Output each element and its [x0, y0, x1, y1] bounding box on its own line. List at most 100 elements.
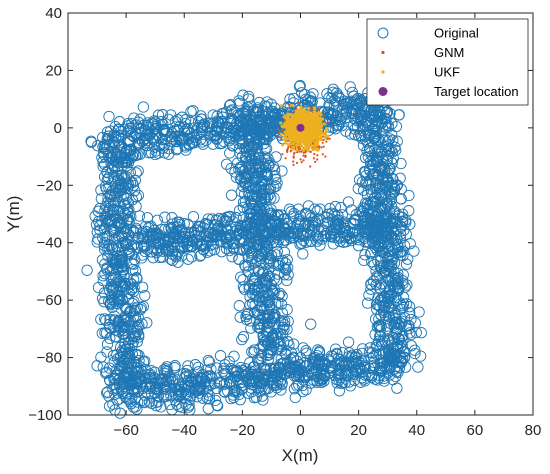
point-ukf [298, 117, 302, 121]
point-gnm [312, 157, 315, 160]
point-original [395, 157, 407, 170]
point-original [269, 309, 281, 321]
point-gnm [300, 161, 303, 164]
point-original [302, 369, 314, 381]
point-original [103, 216, 116, 228]
point-original [288, 383, 301, 395]
point-ukf [284, 132, 288, 136]
legend-box [366, 18, 529, 106]
point-original [139, 124, 151, 136]
point-original [385, 188, 398, 201]
point-original [314, 203, 326, 215]
point-original [220, 369, 232, 381]
point-original [171, 130, 183, 142]
point-original [370, 265, 382, 277]
point-gnm [280, 137, 283, 141]
x-tick-label: −20 [230, 422, 255, 439]
point-original [249, 106, 262, 118]
point-original [137, 231, 149, 243]
point-original [263, 270, 275, 283]
point-original [390, 223, 402, 235]
point-original [371, 321, 384, 333]
point-original [268, 372, 281, 384]
point-original [242, 266, 254, 278]
point-original [397, 334, 409, 346]
point-original [187, 105, 199, 117]
point-original [369, 328, 381, 341]
point-original [343, 347, 356, 359]
point-ukf [297, 133, 301, 137]
point-original [158, 147, 171, 159]
point-original [240, 110, 253, 123]
point-original [399, 281, 411, 293]
point-original [323, 99, 335, 111]
y-tick-label: −80 [37, 350, 62, 367]
point-original [313, 345, 326, 357]
point-original [344, 233, 357, 245]
point-original [159, 367, 171, 380]
point-original [148, 224, 160, 237]
point-original [92, 140, 104, 152]
point-original [300, 208, 312, 220]
point-original [294, 210, 306, 222]
point-original [253, 203, 266, 216]
point-original [358, 113, 370, 126]
point-original [279, 213, 291, 225]
point-original [141, 317, 153, 329]
point-original [381, 105, 394, 118]
point-original [100, 367, 112, 379]
point-original [225, 189, 238, 201]
point-original [325, 224, 338, 237]
point-ukf [312, 130, 317, 134]
point-original [272, 327, 284, 340]
point-original [383, 302, 395, 314]
point-original [332, 91, 345, 103]
point-original [100, 138, 112, 150]
point-original [237, 281, 250, 293]
point-original [176, 111, 188, 123]
point-original [100, 314, 112, 327]
point-original [120, 343, 132, 355]
point-original [127, 239, 140, 251]
point-original [324, 202, 336, 215]
point-gnm [322, 138, 325, 142]
point-original [122, 331, 135, 343]
point-original [367, 158, 379, 171]
point-ukf [307, 124, 311, 128]
point-original [203, 356, 216, 368]
point-original [262, 382, 274, 395]
point-original [85, 136, 98, 149]
point-original [115, 177, 127, 189]
point-original [103, 182, 115, 194]
point-original [334, 231, 346, 243]
point-original [371, 272, 383, 284]
point-original [133, 210, 146, 222]
point-original [244, 299, 256, 311]
point-original [382, 174, 395, 187]
point-original [249, 289, 261, 301]
point-original [295, 87, 308, 99]
point-gnm [286, 148, 289, 151]
point-ukf [323, 131, 327, 135]
point-gnm [302, 159, 305, 162]
point-original [152, 109, 165, 121]
point-ukf [286, 112, 290, 116]
point-original [403, 301, 416, 313]
point-original [200, 382, 212, 394]
point-original [163, 223, 175, 235]
point-original [408, 245, 420, 257]
point-original [97, 361, 109, 373]
point-original [391, 244, 403, 256]
point-original [258, 228, 271, 240]
point-original [127, 285, 140, 298]
point-gnm [321, 141, 324, 144]
point-original [195, 122, 207, 134]
point-original [237, 89, 249, 101]
point-original [163, 231, 175, 244]
point-original [209, 394, 222, 407]
point-ukf [302, 147, 306, 151]
point-ukf [295, 135, 300, 139]
point-original [391, 179, 404, 191]
point-original [98, 239, 110, 252]
point-original [261, 269, 274, 281]
